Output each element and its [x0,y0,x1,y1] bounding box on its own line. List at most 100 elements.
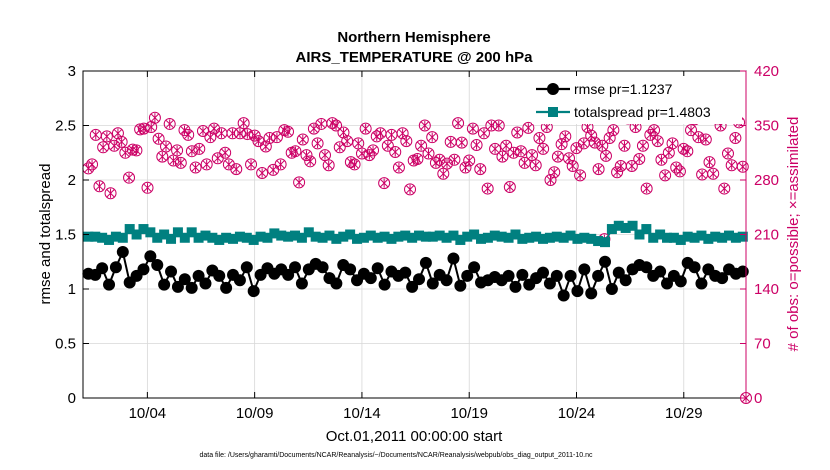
obs-possible-marker [296,133,309,146]
rmse-marker [557,289,570,302]
obs-assimilated-marker [609,125,618,135]
obs-possible-marker [522,121,535,134]
y2-tick-label: 350 [754,118,779,135]
x-tick-label: 10/09 [236,405,274,422]
obs-assimilated-marker [232,164,241,174]
legend: rmse pr=1.1237 totalspread pr=1.4803 [532,76,742,124]
left-axis-ticks: 0 0.5 1 1.5 2 2.5 3 [55,63,89,407]
obs-assimilated-marker [113,128,122,138]
obs-assimilated-marker [213,153,222,163]
obs-assimilated-marker [483,183,492,194]
obs-assimilated-marker [539,144,548,154]
rmse-marker [578,263,591,276]
rmse-marker [171,280,184,293]
obs-assimilated-marker [579,138,588,149]
obs-assimilated-marker [576,170,585,180]
totalspread-marker [234,231,245,242]
rmse-marker [612,266,625,279]
obs-assimilated-marker [199,126,207,136]
totalspread-marker [476,233,487,244]
rmse-marker [736,265,749,278]
obs-possible-marker [200,158,213,171]
totalspread-marker [455,234,466,245]
totalspread-marker [558,232,569,243]
obs-possible-marker [503,181,516,194]
obs-assimilated-marker [720,183,729,194]
rmse-marker [695,277,708,290]
obs-possible-marker [563,152,576,165]
obs-assimilated-marker [369,145,378,156]
obs-possible-marker [548,166,561,179]
obs-assimilated-marker [394,162,403,173]
totalspread-marker [469,229,480,240]
totalspread-marker [138,224,149,235]
y2-axis-label: # of obs: o=possible; ×=assimilated [785,117,802,352]
obs-assimilated-marker [150,113,159,123]
totalspread-marker [248,234,259,245]
obs-possible-marker [511,126,524,139]
obs-assimilated-marker [602,151,610,161]
obs-possible-marker [659,169,672,182]
totalspread-marker [434,230,445,241]
totalspread-marker [166,233,177,244]
totalspread-marker [365,230,376,241]
totalspread-marker [668,232,679,243]
obs-possible-marker [311,137,324,150]
obs-assimilated-marker [258,168,267,178]
totalspread-marker [193,232,204,243]
rmse-marker [543,277,556,290]
totalspread-marker [179,232,190,243]
obs-possible-marker [455,136,468,149]
obs-possible-marker [152,132,165,145]
obs-assimilated-marker [461,162,470,173]
totalspread-marker [338,231,349,242]
rmse-marker [426,277,439,290]
obs-assimilated-marker [424,148,433,159]
totalspread-marker [400,230,411,241]
obs-assimilated-marker [709,169,718,179]
obs-possible-marker [293,176,306,189]
obs-assimilated-marker [139,124,148,134]
obs-assimilated-marker [184,130,193,140]
totalspread-marker [538,233,549,244]
obs-possible-marker [422,147,435,160]
obs-assimilated-marker [247,159,255,170]
obs-assimilated-marker [110,141,119,151]
obs-assimilated-marker [91,130,100,140]
obs-possible-marker [721,147,734,160]
obs-possible-marker [533,131,546,144]
legend-rmse-label: rmse pr=1.1237 [574,81,673,97]
x-tick-label: 10/19 [450,405,488,422]
obs-assimilated-marker [391,147,400,157]
obs-possible-marker [270,131,283,144]
obs-assimilated-marker [343,136,352,146]
obs-assimilated-marker [143,183,152,193]
obs-assimilated-marker [646,130,655,140]
obs-assimilated-marker [376,128,385,138]
obs-possible-marker [440,157,453,170]
totalspread-marker [283,231,294,242]
obs-assimilated-marker [594,164,603,174]
obs-assimilated-marker [465,155,474,166]
obs-assimilated-marker [701,134,710,145]
totalspread-series [83,220,748,248]
obs-possible-marker [651,135,664,148]
obs-assimilated-marker [724,148,732,159]
totalspread-marker [200,230,211,241]
obs-possible-marker [333,141,346,154]
obs-assimilated-marker [206,132,215,142]
obs-assimilated-marker [332,120,341,131]
obs-assimilated-marker [439,169,448,179]
obs-assimilated-marker [210,124,219,134]
rmse-marker [192,269,205,282]
rmse-marker [716,272,729,285]
rmse-marker [289,261,302,274]
obs-assimilated-marker [487,120,496,131]
y2-tick-label: 140 [754,281,779,298]
totalspread-marker [124,224,135,235]
obs-possible-marker [378,177,391,190]
totalspread-marker [627,220,638,231]
obs-assimilated-marker [531,160,540,170]
obs-assimilated-marker [572,143,581,153]
totalspread-marker [510,229,521,240]
